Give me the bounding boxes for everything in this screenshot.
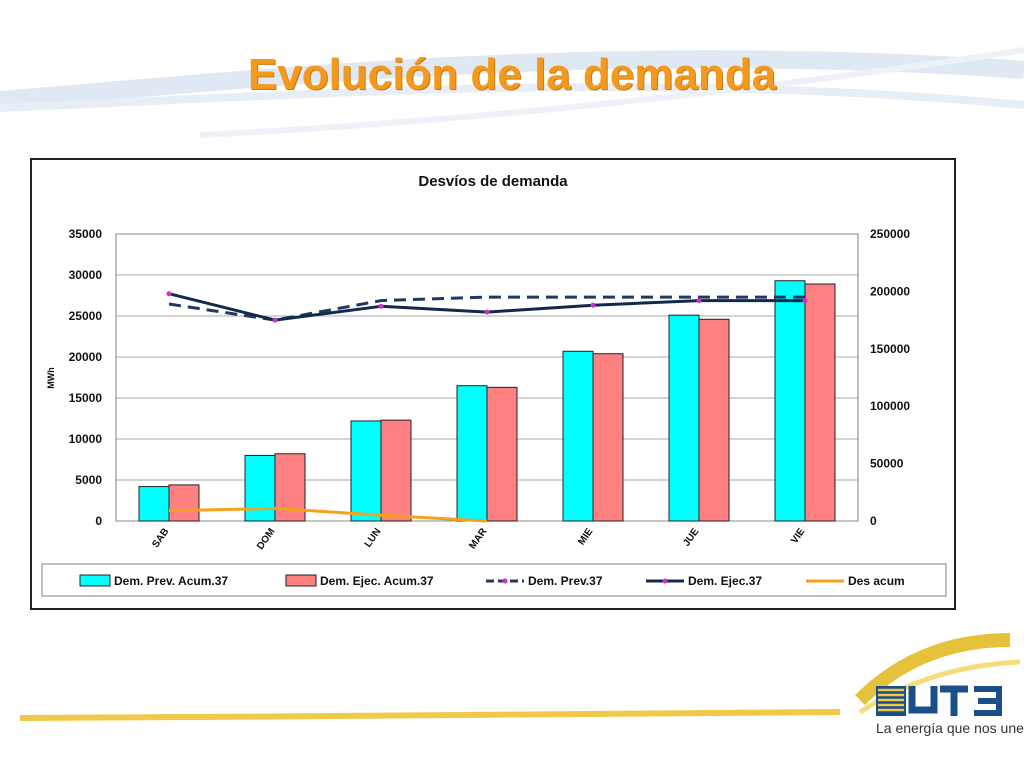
bar-prev-acum [774,280,806,522]
y2-tick-label: 250000 [870,227,910,241]
series-line-dem-prev [168,295,805,322]
bar-ejec-acum [168,484,200,522]
ute-logo [876,685,1002,716]
legend-swatch-1 [285,574,317,587]
y-tick-label: 25000 [69,309,103,323]
y-tick-label: 0 [95,514,102,528]
bar-ejec-acum [698,318,730,522]
y-tick-label: 15000 [69,391,103,405]
legend-label-3: Dem. Ejec.37 [688,574,762,588]
y2-tick-label: 150000 [870,342,910,356]
legend-label-2: Dem. Prev.37 [528,574,603,588]
series-point-dem-ejec [378,303,384,309]
legend-label-4: Des acum [848,574,905,588]
bar-prev-acum [562,350,594,522]
y2-tick-label: 50000 [870,457,904,471]
x-tick-label: SAB [150,526,171,550]
demand-deviation-chart: Desvíos de demanda MWh días 050001000015… [41,173,947,597]
y2-tick-label: 100000 [870,399,910,413]
x-tick-label: JUE [681,526,701,549]
series-point-dem-ejec [696,298,702,304]
bar-prev-acum [668,314,700,522]
chart-title: Desvíos de demanda [418,173,568,190]
series-point-dem-ejec [272,317,278,323]
legend-marker-2 [502,578,508,584]
y-axis-label: MWh [46,367,56,389]
series-line-des-acum [168,506,488,523]
bar-prev-acum [138,486,170,522]
y2-tick-label: 0 [870,514,877,528]
bar-ejec-acum [804,283,836,522]
legend-label-0: Dem. Prev. Acum.37 [114,574,228,588]
series-point-dem-ejec [166,291,172,297]
bar-prev-acum [350,420,382,522]
brand-tagline: La energía que nos une [876,720,1024,736]
bar-ejec-acum [486,386,518,522]
bar-ejec-acum [592,353,624,522]
y-tick-label: 20000 [69,350,103,364]
x-tick-label: MIE [576,526,595,547]
series-point-dem-ejec [484,309,490,315]
x-tick-label: MAR [467,526,490,552]
bar-prev-acum [244,454,276,522]
chart-container: Desvíos de demanda MWh días 050001000015… [30,158,956,610]
y-tick-label: 30000 [69,268,103,282]
legend-label-1: Dem. Ejec. Acum.37 [320,574,434,588]
x-tick-label: VIE [789,526,807,546]
y-tick-label: 35000 [69,227,103,241]
x-tick-label: DOM [255,526,277,551]
series-point-dem-ejec [590,302,596,308]
legend-swatch-0 [79,574,111,587]
y-tick-label: 10000 [69,432,103,446]
x-tick-label: LUN [363,526,384,549]
y2-tick-label: 200000 [870,284,910,298]
page-title: Evolución de la demanda [247,50,777,99]
y-tick-label: 5000 [75,473,102,487]
series-point-dem-ejec [802,298,808,304]
bar-ejec-acum [380,419,412,522]
bar-prev-acum [456,385,488,522]
legend-marker-3 [662,578,668,584]
